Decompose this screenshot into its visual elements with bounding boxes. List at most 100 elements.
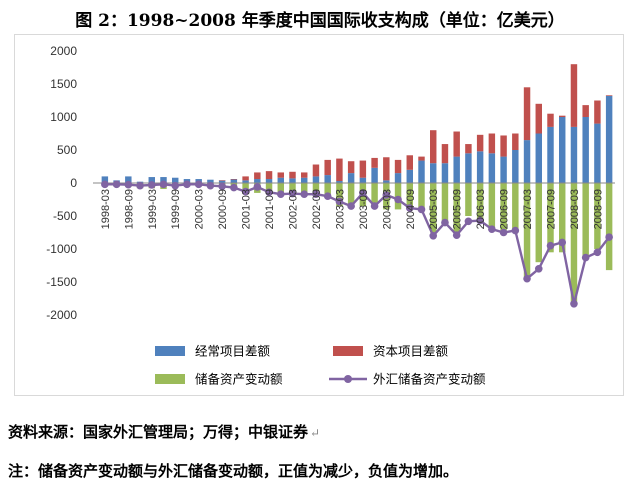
current-account-bar [523,140,531,183]
fx-reserve-point [499,228,508,237]
x-tick-label: 2007-09 [546,189,558,229]
y-tick-label: -1000 [46,242,77,256]
current-account-bar [605,95,613,183]
fx-reserve-point [581,253,590,262]
x-tick-label: 2003-09 [358,189,370,229]
fx-reserve-point [488,225,496,233]
capital-account-bar [230,179,238,180]
fx-reserve-point [335,197,344,206]
capital-account-bar [371,157,378,168]
current-account-bar [312,176,320,183]
fx-reserve-point [558,238,567,247]
source-note-text: 资料来源：国家外汇管理局；万得；中银证券 [8,423,309,441]
capital-account-bar [476,134,484,152]
reserve-change-bar [324,183,331,197]
fx-reserve-point [534,265,543,273]
current-account-bar [265,179,273,183]
x-tick-label: 2008-03 [569,189,581,229]
current-account-bar [406,169,413,183]
capital-account-bar [301,172,308,178]
current-account-bar [383,180,390,183]
reserve-change-bar [582,183,589,259]
capital-account-bar [289,171,296,179]
y-tick-label: -500 [53,209,77,223]
current-account-bar [559,117,566,183]
legend-label: 外汇储备资产变动额 [373,372,486,387]
legend-label: 经常项目差额 [195,344,271,359]
current-account-bar [430,163,437,183]
capital-account-bar [453,131,460,157]
fx-reserve-point [101,180,109,189]
current-account-bar [488,153,496,183]
x-tick-label: 2000-03 [194,189,206,229]
y-axis: -2000 -1500 -1000 -500 0 500 1000 1500 2000 [46,44,77,322]
y-tick-label: -2000 [46,308,77,322]
x-tick-label: 2003-03 [334,189,346,229]
fx-reserve-point [476,216,484,225]
y-tick-label: 2000 [50,44,77,58]
capital-account-bar [277,172,284,178]
capital-account-bar [582,105,589,117]
capital-account-bar [347,161,355,174]
fx-reserve-point [300,190,309,199]
current-account-bar [418,160,425,183]
fx-reserve-point [147,181,156,189]
reserve-change-bar [488,183,496,230]
x-tick-label: 2001-03 [241,189,253,229]
capital-account-bar [570,64,578,127]
current-account-bar [394,173,402,183]
reserve-change-bar [347,183,355,207]
reserve-change-bar [465,183,472,216]
capital-account-bar [547,113,554,127]
fx-reserve-point [382,191,391,199]
legend-label: 储备资产变动额 [195,372,283,387]
fx-reserve-point [241,187,250,196]
x-tick-label: 1998-03 [100,189,112,229]
fx-reserve-point [452,231,461,239]
reserve-change-bar [570,183,578,302]
x-tick-label: 2005-03 [428,189,440,229]
reserve-change-bar [476,183,484,223]
capital-account-bar [441,144,449,164]
current-account-bar [254,179,261,183]
x-tick-label: 2007-03 [522,189,534,229]
capital-account-bar [336,158,343,182]
capital-account-bar [535,103,542,134]
x-tick-label: 2002-09 [311,189,323,229]
x-tick-label: 2008-09 [592,189,604,229]
fx-reserve-point [441,218,449,227]
capital-account-bar [383,157,390,181]
x-tick-label: 2002-03 [288,189,300,229]
capital-account-bar [418,156,425,161]
capital-account-bar [500,135,507,157]
fx-reserve-point [288,189,297,198]
fx-reserve-point [124,180,133,189]
current-account-bar [125,176,132,183]
x-tick-label: 2000-09 [217,189,229,229]
reserve-change-bar [406,183,413,210]
capital-account-bar [523,87,531,141]
fx-reserve-point [323,192,332,200]
reserve-change-bar [371,183,378,207]
reserve-change-bar [605,183,613,271]
reserve-change-bar [547,183,554,253]
fx-reserve-point [605,233,613,241]
fx-reserve-point [464,217,473,226]
fx-reserve-point [347,202,355,210]
current-account-bar [359,177,367,183]
capital-account-bar [594,100,601,124]
capital-account-bar [559,115,566,117]
reserve-change-bar [512,183,519,231]
current-account-bar [547,126,554,183]
capital-account-bar [312,164,320,177]
reserve-change-bar [336,183,343,207]
fx-reserve-point [206,181,215,190]
fx-reserve-point [593,248,602,257]
capital-account-bar [512,133,519,150]
capital-account-bar [406,155,413,170]
fx-reserve-point [511,226,520,235]
fx-reserve-point [194,180,203,189]
reserve-change-bar [535,183,542,263]
chart-svg: -2000 -1500 -1000 -500 0 500 1000 1500 2000 1998… [46,44,615,387]
current-account-bar [465,153,472,183]
